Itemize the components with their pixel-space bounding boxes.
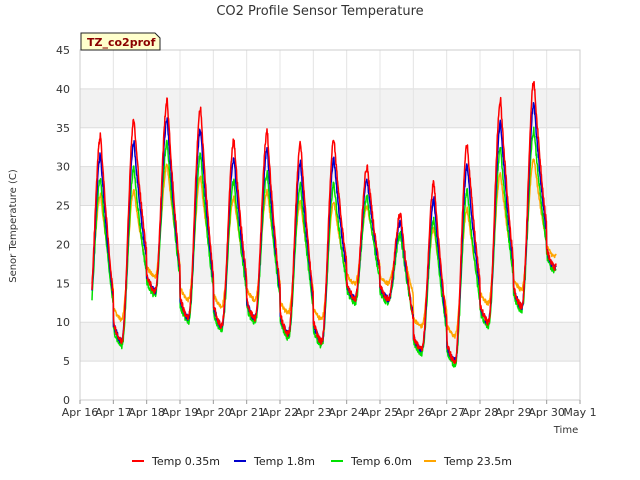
x-tick-label: Apr 17 <box>95 406 132 419</box>
y-tick-label: 40 <box>56 83 70 96</box>
y-tick-label: 45 <box>56 44 70 57</box>
y-tick-label: 5 <box>63 355 70 368</box>
y-tick-label: 30 <box>56 161 70 174</box>
y-tick-label: 0 <box>63 394 70 407</box>
y-tick-label: 20 <box>56 238 70 251</box>
x-tick-label: Apr 25 <box>362 406 399 419</box>
legend-label: Temp 1.8m <box>253 455 315 468</box>
grid-band <box>80 322 580 362</box>
x-tick-label: Apr 28 <box>462 406 499 419</box>
x-axis-label: Time <box>553 425 578 436</box>
legend-label: Temp 0.35m <box>151 455 220 468</box>
x-tick-label: Apr 18 <box>128 406 165 419</box>
y-axis-label: Senor Temperature (C) <box>8 169 19 283</box>
y-tick-label: 25 <box>56 200 70 213</box>
y-axis-ticks: 0 5 10 15 20 25 30 35 40 45 <box>56 44 70 407</box>
series-lines <box>91 80 557 368</box>
x-tick-label: Apr 30 <box>528 406 565 419</box>
legend-label: Temp 23.5m <box>443 455 512 468</box>
x-tick-label: Apr 23 <box>295 406 332 419</box>
x-tick-label: May 1 <box>563 406 596 419</box>
y-tick-label: 35 <box>56 122 70 135</box>
chart-title: CO2 Profile Sensor Temperature <box>216 4 423 19</box>
x-tick-label: Apr 20 <box>195 406 232 419</box>
x-tick-label: Apr 26 <box>395 406 432 419</box>
x-tick-label: Apr 19 <box>162 406 199 419</box>
y-tick-label: 15 <box>56 277 70 290</box>
x-tick-label: Apr 16 <box>62 406 99 419</box>
plot-frame <box>79 49 581 401</box>
x-tick-label: Apr 24 <box>328 406 365 419</box>
grid-band <box>80 244 580 284</box>
x-tick-label: Apr 27 <box>428 406 465 419</box>
legend: Temp 0.35m Temp 1.8m Temp 6.0m Temp 23.5m <box>132 455 512 468</box>
x-tick-label: Apr 21 <box>228 406 265 419</box>
site-badge-label: TZ_co2prof <box>87 36 156 49</box>
x-tick-label: Apr 22 <box>262 406 299 419</box>
site-badge: TZ_co2prof <box>80 32 161 51</box>
y-tick-label: 10 <box>56 316 70 329</box>
x-tick-label: Apr 29 <box>495 406 532 419</box>
grid-band <box>80 88 580 128</box>
series-line <box>91 80 557 364</box>
legend-label: Temp 6.0m <box>350 455 412 468</box>
